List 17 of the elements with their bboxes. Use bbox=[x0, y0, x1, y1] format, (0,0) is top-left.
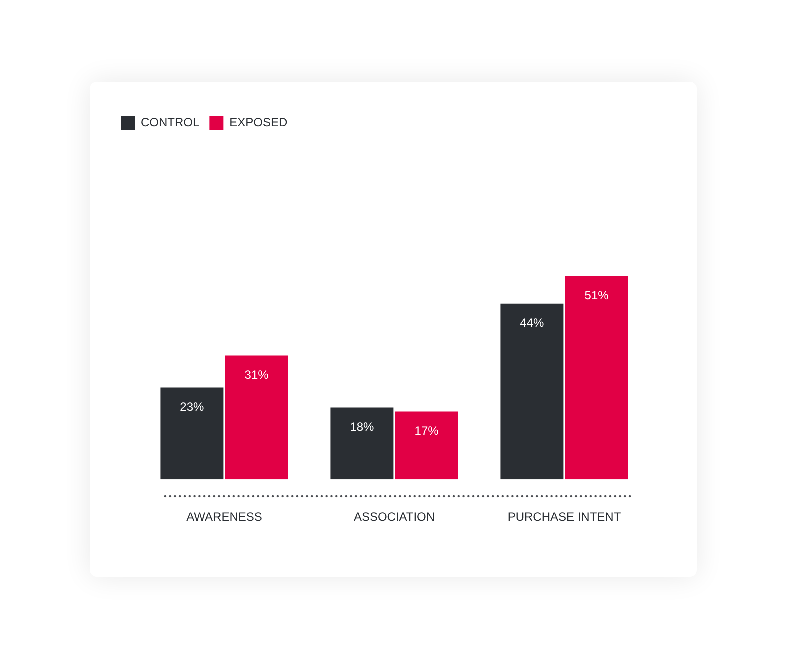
data-label: 17% bbox=[414, 424, 440, 438]
data-label: 18% bbox=[350, 420, 375, 434]
bar bbox=[330, 408, 394, 480]
x-tick-label: AWARENESS bbox=[186, 510, 262, 524]
bar bbox=[500, 304, 564, 480]
data-label: 51% bbox=[584, 288, 610, 302]
x-tick-label: PURCHASE INTENT bbox=[508, 510, 622, 524]
bar bbox=[160, 388, 224, 480]
data-label: 44% bbox=[520, 316, 545, 330]
data-label: 23% bbox=[180, 400, 205, 414]
data-label: 31% bbox=[244, 368, 270, 382]
bar bbox=[225, 356, 288, 480]
legend-label: EXPOSED bbox=[230, 115, 288, 130]
legend-label: CONTROL bbox=[141, 115, 200, 130]
x-tick-label: ASSOCIATION bbox=[354, 510, 436, 524]
bar bbox=[565, 276, 628, 480]
bar bbox=[395, 412, 458, 480]
